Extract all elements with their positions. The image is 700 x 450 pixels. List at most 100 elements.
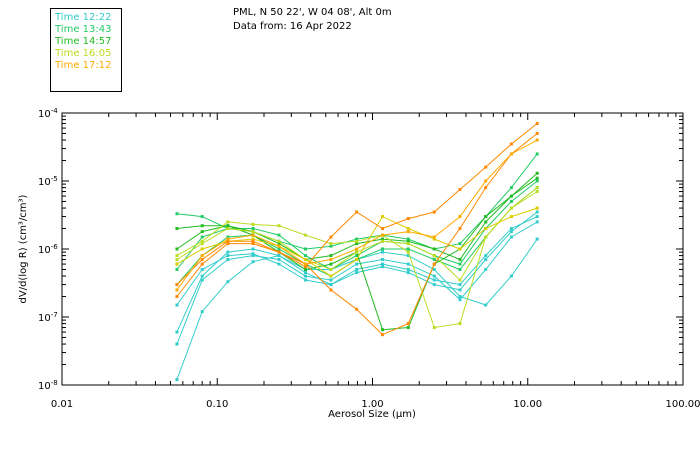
data-point bbox=[175, 262, 179, 266]
y-axis-label: dV/d(log R) (cm³/cm³) bbox=[18, 194, 29, 303]
data-point bbox=[200, 239, 204, 243]
data-point bbox=[509, 142, 513, 146]
legend-entry: Time 13:43 bbox=[55, 24, 112, 35]
data-point bbox=[303, 258, 307, 262]
series-line bbox=[176, 177, 538, 331]
location-title: PML, N 50 22', W 04 08', Alt 0m bbox=[233, 7, 392, 18]
data-point bbox=[406, 322, 410, 326]
series-line bbox=[176, 216, 538, 333]
data-point bbox=[226, 220, 230, 224]
data-point bbox=[406, 271, 410, 275]
data-point bbox=[200, 274, 204, 278]
data-point bbox=[458, 247, 462, 251]
data-point bbox=[406, 247, 410, 251]
data-point bbox=[175, 295, 179, 299]
date-line: Data from: 16 Apr 2022 bbox=[233, 21, 352, 32]
data-point bbox=[277, 258, 281, 262]
data-point bbox=[381, 250, 385, 254]
legend-entry: Time 12:22 bbox=[55, 12, 112, 23]
data-point bbox=[535, 171, 539, 175]
data-point bbox=[458, 322, 462, 326]
data-point bbox=[226, 227, 230, 231]
data-point bbox=[381, 239, 385, 243]
data-point bbox=[509, 186, 513, 190]
data-point bbox=[535, 122, 539, 126]
data-point bbox=[355, 267, 359, 271]
data-point bbox=[406, 242, 410, 246]
data-point bbox=[535, 138, 539, 142]
data-point bbox=[484, 235, 488, 239]
data-point bbox=[509, 206, 513, 210]
data-point bbox=[535, 215, 539, 219]
data-point bbox=[175, 247, 179, 251]
x-tick-label: 100.00 bbox=[666, 399, 700, 410]
data-point bbox=[484, 165, 488, 169]
data-point bbox=[406, 254, 410, 258]
data-point bbox=[251, 260, 255, 264]
data-point bbox=[200, 224, 204, 228]
series-line bbox=[176, 187, 538, 329]
data-point bbox=[175, 330, 179, 334]
data-point bbox=[226, 239, 230, 243]
data-point bbox=[484, 303, 488, 307]
data-point bbox=[432, 237, 436, 241]
data-point bbox=[484, 215, 488, 219]
data-point bbox=[303, 254, 307, 258]
data-point bbox=[355, 250, 359, 254]
data-point bbox=[509, 274, 513, 278]
data-point bbox=[175, 283, 179, 287]
data-point bbox=[277, 250, 281, 254]
data-point bbox=[277, 247, 281, 251]
data-point bbox=[509, 152, 513, 156]
data-point bbox=[406, 262, 410, 266]
series-line bbox=[176, 153, 538, 250]
data-point bbox=[303, 271, 307, 275]
data-point bbox=[432, 267, 436, 271]
data-point bbox=[200, 267, 204, 271]
data-point bbox=[175, 342, 179, 346]
data-point bbox=[458, 283, 462, 287]
data-point bbox=[200, 235, 204, 239]
data-point bbox=[251, 227, 255, 231]
data-point bbox=[484, 254, 488, 258]
data-point bbox=[329, 267, 333, 271]
data-point bbox=[432, 278, 436, 282]
y-tick-label: 10-5 bbox=[38, 175, 58, 188]
data-point bbox=[535, 190, 539, 194]
data-point bbox=[381, 247, 385, 251]
data-point bbox=[175, 258, 179, 262]
data-point bbox=[277, 244, 281, 248]
data-point bbox=[175, 378, 179, 382]
data-point bbox=[303, 247, 307, 251]
data-point bbox=[175, 288, 179, 292]
data-point bbox=[329, 278, 333, 282]
data-point bbox=[406, 250, 410, 254]
tick-label-layer: 0.01 0.10 1.00 10.00 100.00 10-8 10-7 10-6 10-5 1… bbox=[38, 107, 700, 410]
data-point bbox=[458, 242, 462, 246]
data-point bbox=[175, 254, 179, 258]
series-layer bbox=[175, 122, 539, 382]
x-tick-label: 0.10 bbox=[206, 399, 228, 410]
data-point bbox=[251, 230, 255, 234]
data-point bbox=[484, 186, 488, 190]
data-point bbox=[355, 258, 359, 262]
data-point bbox=[355, 247, 359, 251]
data-point bbox=[381, 237, 385, 241]
data-point bbox=[484, 227, 488, 231]
y-tick-label: 10-8 bbox=[38, 379, 58, 392]
data-point bbox=[381, 233, 385, 237]
legend-entry: Time 14:57 bbox=[55, 36, 112, 47]
x-tick-label: 0.01 bbox=[51, 399, 73, 410]
data-point bbox=[535, 206, 539, 210]
data-point bbox=[406, 227, 410, 231]
data-point bbox=[509, 235, 513, 239]
data-point bbox=[329, 288, 333, 292]
data-point bbox=[484, 267, 488, 271]
data-point bbox=[432, 262, 436, 266]
data-point bbox=[458, 295, 462, 299]
data-point bbox=[381, 258, 385, 262]
data-point bbox=[432, 254, 436, 258]
data-point bbox=[226, 224, 230, 228]
data-point bbox=[458, 278, 462, 282]
y-tick-label: 10-4 bbox=[38, 107, 58, 120]
